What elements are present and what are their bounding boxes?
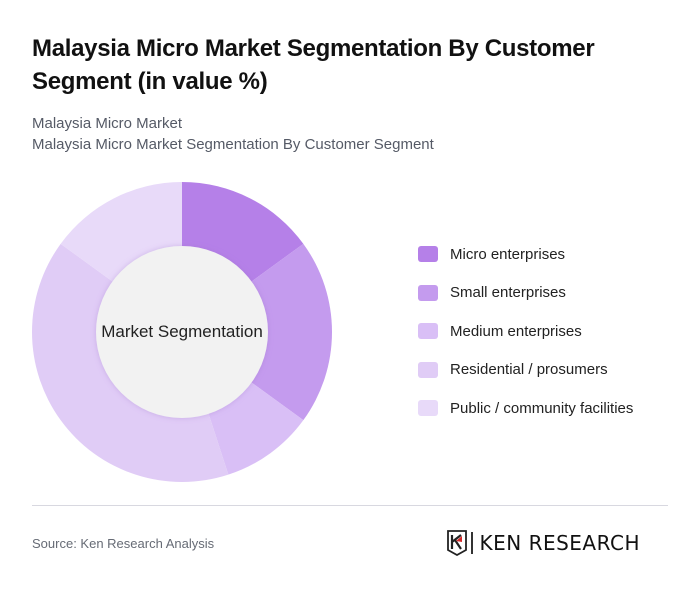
legend-swatch xyxy=(418,400,438,416)
logo-separator xyxy=(471,532,473,554)
legend-item-medium[interactable]: Medium enterprises xyxy=(418,321,633,341)
legend-item-small[interactable]: Small enterprises xyxy=(418,283,633,303)
legend-label: Micro enterprises xyxy=(450,245,566,263)
logo-text: KEN RESEARCH xyxy=(479,531,641,555)
legend-swatch xyxy=(418,246,438,262)
legend-item-micro[interactable]: Micro enterprises xyxy=(418,244,633,264)
chart-subtitle: Malaysia Micro Market Malaysia Micro Mar… xyxy=(32,113,434,155)
subtitle-market: Malaysia Micro Market xyxy=(32,115,183,132)
legend-swatch xyxy=(418,284,438,301)
footer-divider xyxy=(32,505,668,506)
legend-swatch xyxy=(418,323,438,339)
chart-title: Malaysia Micro Market Segmentation By Cu… xyxy=(32,35,595,95)
legend-item-residential[interactable]: Residential / prosumers xyxy=(418,360,633,380)
legend-item-public[interactable]: Public / community facilities xyxy=(418,398,633,418)
legend-label: Medium enterprises xyxy=(450,322,582,340)
ken-research-shield-icon xyxy=(447,530,467,556)
chart-legend: Micro enterprises Small enterprises Medi… xyxy=(418,244,633,437)
subtitle-segmentation: Malaysia Micro Market Segmentation By Cu… xyxy=(32,136,434,153)
source-note: Source: Ken Research Analysis xyxy=(32,536,215,551)
donut-chart xyxy=(32,182,332,482)
donut-hole xyxy=(96,246,268,418)
legend-label: Public / community facilities xyxy=(450,399,634,417)
legend-label: Residential / prosumers xyxy=(450,361,608,378)
legend-swatch xyxy=(418,361,438,378)
ken-research-logo: KEN RESEARCH xyxy=(447,530,640,556)
legend-label: Small enterprises xyxy=(450,284,566,301)
